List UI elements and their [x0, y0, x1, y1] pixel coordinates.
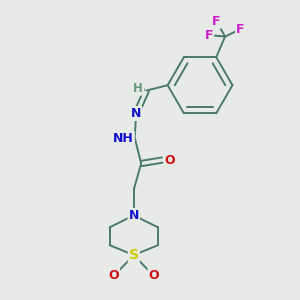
Text: F: F: [212, 15, 220, 28]
Text: N: N: [131, 107, 141, 120]
Text: O: O: [148, 268, 159, 282]
Text: S: S: [129, 248, 139, 262]
Text: NH: NH: [113, 132, 134, 145]
Text: H: H: [133, 82, 143, 95]
Text: O: O: [164, 154, 175, 166]
Text: F: F: [236, 23, 244, 36]
Text: F: F: [205, 28, 213, 42]
Text: O: O: [109, 268, 119, 282]
Text: N: N: [129, 209, 139, 222]
